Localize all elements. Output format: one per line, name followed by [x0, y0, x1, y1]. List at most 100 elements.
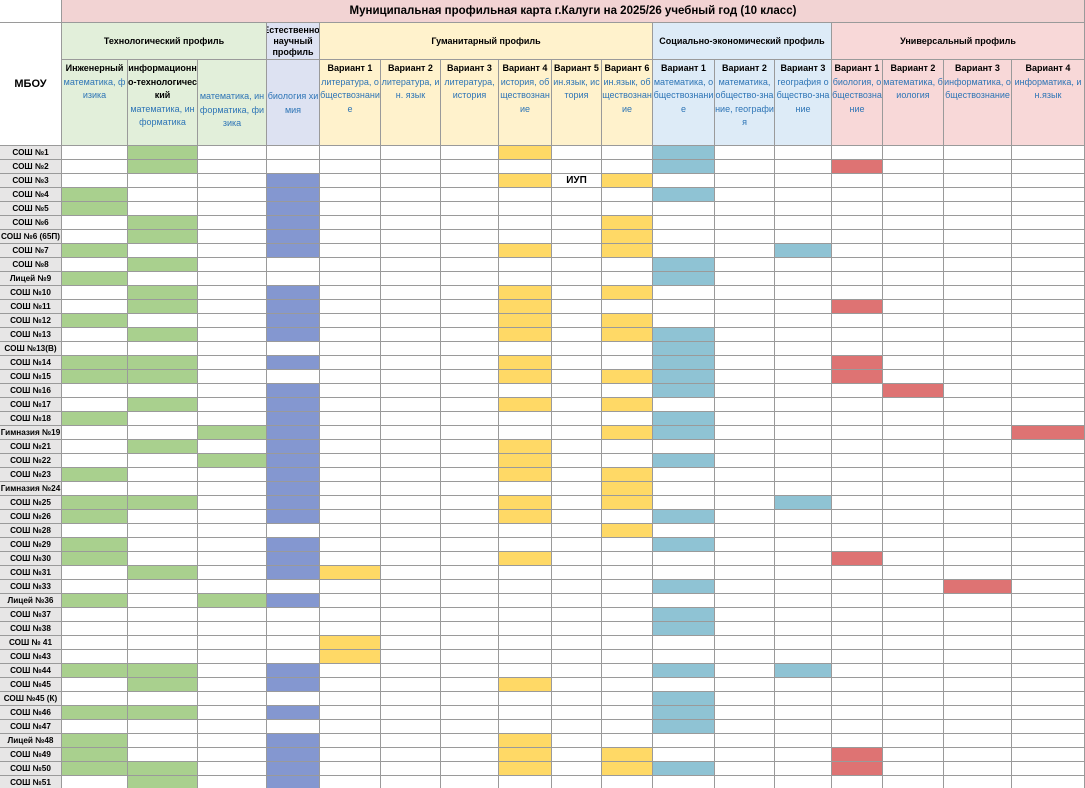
- profile-cell-filled[interactable]: [653, 454, 715, 468]
- profile-cell[interactable]: [441, 776, 499, 788]
- profile-cell-filled[interactable]: [653, 622, 715, 636]
- profile-cell[interactable]: [944, 286, 1012, 300]
- profile-cell-filled[interactable]: [128, 496, 198, 510]
- profile-cell-filled[interactable]: [267, 398, 320, 412]
- profile-cell[interactable]: [602, 538, 653, 552]
- profile-cell[interactable]: [602, 636, 653, 650]
- profile-cell[interactable]: [883, 650, 944, 664]
- profile-cell[interactable]: [944, 524, 1012, 538]
- profile-cell[interactable]: [715, 230, 775, 244]
- profile-cell[interactable]: [128, 174, 198, 188]
- profile-cell[interactable]: [775, 216, 832, 230]
- profile-cell[interactable]: [552, 538, 602, 552]
- profile-cell[interactable]: [320, 552, 381, 566]
- profile-cell-filled[interactable]: [62, 496, 128, 510]
- profile-cell[interactable]: [775, 580, 832, 594]
- profile-cell[interactable]: [883, 608, 944, 622]
- profile-cell[interactable]: [832, 174, 883, 188]
- profile-cell[interactable]: [320, 748, 381, 762]
- profile-cell[interactable]: [883, 636, 944, 650]
- profile-cell[interactable]: [198, 608, 267, 622]
- profile-cell-filled[interactable]: [267, 734, 320, 748]
- profile-cell[interactable]: [775, 510, 832, 524]
- profile-cell[interactable]: [1012, 342, 1085, 356]
- profile-cell-filled[interactable]: [602, 496, 653, 510]
- profile-cell[interactable]: [441, 650, 499, 664]
- profile-cell[interactable]: [198, 678, 267, 692]
- profile-cell-filled[interactable]: [832, 762, 883, 776]
- profile-cell[interactable]: [775, 342, 832, 356]
- profile-cell[interactable]: [198, 174, 267, 188]
- profile-cell[interactable]: [602, 258, 653, 272]
- profile-cell[interactable]: [320, 426, 381, 440]
- profile-cell[interactable]: [62, 776, 128, 788]
- profile-cell[interactable]: [602, 188, 653, 202]
- profile-cell[interactable]: [381, 412, 441, 426]
- profile-cell[interactable]: [267, 370, 320, 384]
- profile-cell-filled[interactable]: [62, 202, 128, 216]
- profile-cell[interactable]: [775, 286, 832, 300]
- profile-cell[interactable]: [62, 384, 128, 398]
- profile-cell-filled[interactable]: [499, 174, 552, 188]
- profile-cell-filled[interactable]: [499, 286, 552, 300]
- profile-cell[interactable]: [128, 244, 198, 258]
- profile-cell-filled[interactable]: [499, 762, 552, 776]
- profile-cell[interactable]: [128, 538, 198, 552]
- profile-cell-filled[interactable]: [267, 174, 320, 188]
- profile-cell[interactable]: [944, 482, 1012, 496]
- profile-cell[interactable]: [944, 356, 1012, 370]
- profile-cell[interactable]: [62, 440, 128, 454]
- profile-cell[interactable]: [62, 622, 128, 636]
- profile-cell[interactable]: [1012, 286, 1085, 300]
- profile-cell[interactable]: [198, 328, 267, 342]
- profile-cell-filled[interactable]: [267, 426, 320, 440]
- profile-cell[interactable]: [715, 482, 775, 496]
- profile-cell-filled[interactable]: [499, 398, 552, 412]
- profile-cell-filled[interactable]: [128, 370, 198, 384]
- profile-cell-filled[interactable]: [128, 440, 198, 454]
- profile-cell[interactable]: [552, 188, 602, 202]
- profile-cell[interactable]: [320, 468, 381, 482]
- profile-cell-filled[interactable]: [602, 762, 653, 776]
- profile-cell[interactable]: [198, 482, 267, 496]
- profile-cell[interactable]: [62, 146, 128, 160]
- profile-cell[interactable]: [198, 692, 267, 706]
- profile-cell[interactable]: [198, 272, 267, 286]
- profile-cell[interactable]: [883, 692, 944, 706]
- profile-cell[interactable]: [944, 552, 1012, 566]
- profile-cell[interactable]: [198, 664, 267, 678]
- profile-cell[interactable]: [832, 734, 883, 748]
- profile-cell[interactable]: [128, 692, 198, 706]
- profile-cell[interactable]: [775, 314, 832, 328]
- profile-cell[interactable]: [715, 300, 775, 314]
- profile-cell-filled[interactable]: [499, 314, 552, 328]
- profile-cell[interactable]: [715, 538, 775, 552]
- profile-cell[interactable]: [653, 594, 715, 608]
- profile-cell[interactable]: [320, 328, 381, 342]
- profile-cell[interactable]: [381, 496, 441, 510]
- profile-cell[interactable]: [128, 524, 198, 538]
- profile-cell[interactable]: [653, 496, 715, 510]
- profile-cell[interactable]: [198, 636, 267, 650]
- profile-cell[interactable]: [441, 356, 499, 370]
- profile-cell-filled[interactable]: [128, 300, 198, 314]
- profile-cell-filled[interactable]: [267, 594, 320, 608]
- profile-cell[interactable]: [944, 608, 1012, 622]
- profile-cell[interactable]: [883, 188, 944, 202]
- profile-cell[interactable]: [832, 692, 883, 706]
- profile-cell[interactable]: [1012, 510, 1085, 524]
- profile-cell[interactable]: [198, 230, 267, 244]
- profile-cell[interactable]: [62, 300, 128, 314]
- profile-cell-filled[interactable]: [267, 328, 320, 342]
- profile-cell[interactable]: [320, 412, 381, 426]
- profile-cell[interactable]: [715, 202, 775, 216]
- profile-cell[interactable]: [381, 328, 441, 342]
- profile-cell[interactable]: [1012, 566, 1085, 580]
- profile-cell[interactable]: [198, 622, 267, 636]
- profile-cell[interactable]: [198, 314, 267, 328]
- profile-cell[interactable]: [715, 622, 775, 636]
- profile-cell-filled[interactable]: [267, 678, 320, 692]
- profile-cell-filled[interactable]: [128, 258, 198, 272]
- profile-cell[interactable]: [128, 720, 198, 734]
- profile-cell[interactable]: [715, 608, 775, 622]
